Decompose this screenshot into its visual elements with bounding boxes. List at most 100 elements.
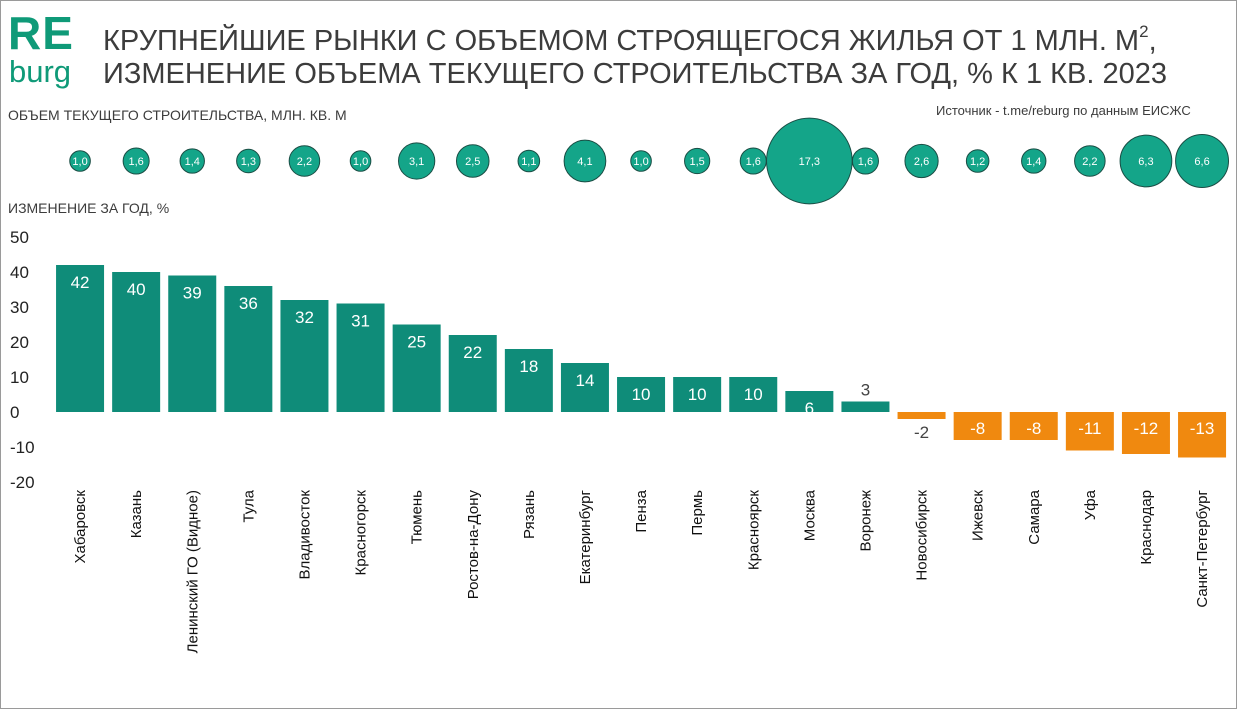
bar-value-label: -11	[1078, 419, 1101, 438]
y-tick-label: 0	[10, 403, 19, 422]
category-label: Хабаровск	[72, 490, 89, 564]
y-tick-label: -20	[10, 473, 35, 492]
bar	[392, 324, 441, 412]
category-label: Москва	[801, 489, 818, 541]
volume-bubble	[236, 148, 261, 174]
bar-value-label: 40	[127, 280, 146, 299]
volume-bubble-label: 2,2	[1082, 156, 1097, 168]
bar-value-label: -12	[1134, 419, 1159, 438]
volume-bubble-label: 1,6	[746, 156, 761, 168]
category-label: Новосибирск	[914, 490, 931, 581]
volume-bubble-label: 1,4	[1026, 156, 1041, 168]
volume-bubble	[69, 150, 91, 172]
volume-bubble-label: 2,2	[297, 156, 312, 168]
logo-burg-text: burg	[9, 54, 72, 89]
volume-bubble-label: 1,1	[521, 156, 536, 168]
bar	[1065, 412, 1114, 451]
volume-bubble	[684, 147, 711, 175]
bar-value-label: 31	[351, 312, 370, 331]
volume-bubble	[1074, 145, 1106, 177]
volume-bubble	[1021, 148, 1047, 174]
bar-value-label: 10	[688, 385, 707, 404]
y-tick-label: 40	[10, 263, 29, 282]
volume-bubble-label: 2,5	[465, 156, 480, 168]
category-label: Красногорск	[353, 490, 370, 576]
reburg-logo: RE burg	[6, 10, 76, 90]
bar	[448, 335, 497, 412]
volume-bubble	[455, 144, 490, 178]
bar	[953, 412, 1002, 440]
volume-bubble-label: 1,2	[970, 156, 985, 168]
bar	[729, 377, 778, 412]
title-line-2: ИЗМЕНЕНИЕ ОБЪЕМА ТЕКУЩЕГО СТРОИТЕЛЬСТВА …	[103, 58, 1167, 90]
bar-value-label: 36	[239, 294, 258, 313]
volume-bubble-label: 1,0	[72, 156, 87, 168]
volume-bubble	[630, 150, 652, 172]
volume-bubble	[851, 147, 879, 175]
chart-title: КРУПНЕЙШИЕ РЫНКИ С ОБЪЕМОМ СТРОЯЩЕГОСЯ Ж…	[103, 10, 1167, 96]
bar	[560, 363, 609, 412]
volume-bubble-label: 1,0	[633, 156, 648, 168]
bar-value-label: 39	[183, 284, 202, 303]
category-label: Ижевск	[970, 490, 987, 541]
category-label: Ленинский ГО (Видное)	[184, 490, 201, 653]
y-tick-label: 10	[10, 368, 29, 387]
category-label: Владивосток	[296, 490, 313, 580]
bar-value-label: 25	[407, 333, 426, 352]
category-label: Тула	[240, 489, 257, 522]
logo-re-text: RE	[8, 7, 74, 59]
bar-value-label: -13	[1190, 419, 1215, 438]
bar	[56, 265, 105, 412]
category-label: Самара	[1026, 489, 1043, 544]
y-tick-label: 20	[10, 333, 29, 352]
category-label: Красноярск	[745, 490, 762, 571]
bar-value-label: -8	[970, 419, 985, 438]
volume-bubble	[398, 142, 436, 180]
category-label: Краснодар	[1138, 490, 1155, 565]
category-label: Рязань	[521, 490, 538, 539]
bar	[617, 377, 666, 412]
y-tick-label: -10	[10, 438, 35, 457]
bar	[504, 349, 553, 412]
volume-bubble	[1119, 134, 1173, 188]
bar-value-label: 14	[575, 371, 594, 390]
volume-bubble-label: 6,6	[1194, 156, 1209, 168]
volume-bubble-label: 2,6	[914, 156, 929, 168]
volume-bubble	[563, 139, 607, 183]
bar-value-label: 10	[632, 385, 651, 404]
volume-bubble	[122, 147, 150, 175]
volume-bubble-label: 17,3	[799, 156, 820, 168]
volume-bubble-label: 1,5	[690, 156, 705, 168]
bar	[1178, 412, 1227, 458]
change-label: ИЗМЕНЕНИЕ ЗА ГОД, %	[8, 200, 170, 216]
bar-value-label: 42	[71, 273, 90, 292]
volume-bubble	[965, 149, 990, 173]
category-label: Санкт-Петербург	[1194, 489, 1211, 607]
bar-value-label: 3	[861, 381, 870, 400]
bar	[785, 391, 834, 412]
category-label: Уфа	[1082, 489, 1099, 520]
volume-bubble-label: 1,6	[858, 156, 873, 168]
bar	[336, 303, 385, 412]
title-line-1-end: ,	[1148, 25, 1157, 57]
title-line-1: КРУПНЕЙШИЕ РЫНКИ С ОБЪЕМОМ СТРОЯЩЕГОСЯ Ж…	[103, 10, 1167, 57]
category-label: Казань	[128, 490, 145, 538]
volume-bubble-label: 1,0	[353, 156, 368, 168]
category-label: Тюмень	[409, 490, 426, 545]
bar	[112, 272, 161, 412]
volume-bubble-label: 3,1	[409, 156, 424, 168]
bar	[224, 286, 273, 412]
bar-value-label: -8	[1026, 419, 1041, 438]
bar	[897, 412, 946, 419]
bar-value-label: 32	[295, 308, 314, 327]
volume-bubble	[517, 149, 541, 173]
bar-value-label: 22	[463, 343, 482, 362]
bar	[1121, 412, 1170, 454]
category-label: Екатеринбург	[577, 489, 594, 584]
volume-label: ОБЪЕМ ТЕКУЩЕГО СТРОИТЕЛЬСТВА, МЛН. КВ. М	[8, 107, 347, 123]
title-line-1-text: КРУПНЕЙШИЕ РЫНКИ С ОБЪЕМОМ СТРОЯЩЕГОСЯ Ж…	[103, 25, 1140, 57]
volume-bubble-label: 1,3	[241, 156, 256, 168]
y-tick-label: 50	[10, 228, 29, 247]
